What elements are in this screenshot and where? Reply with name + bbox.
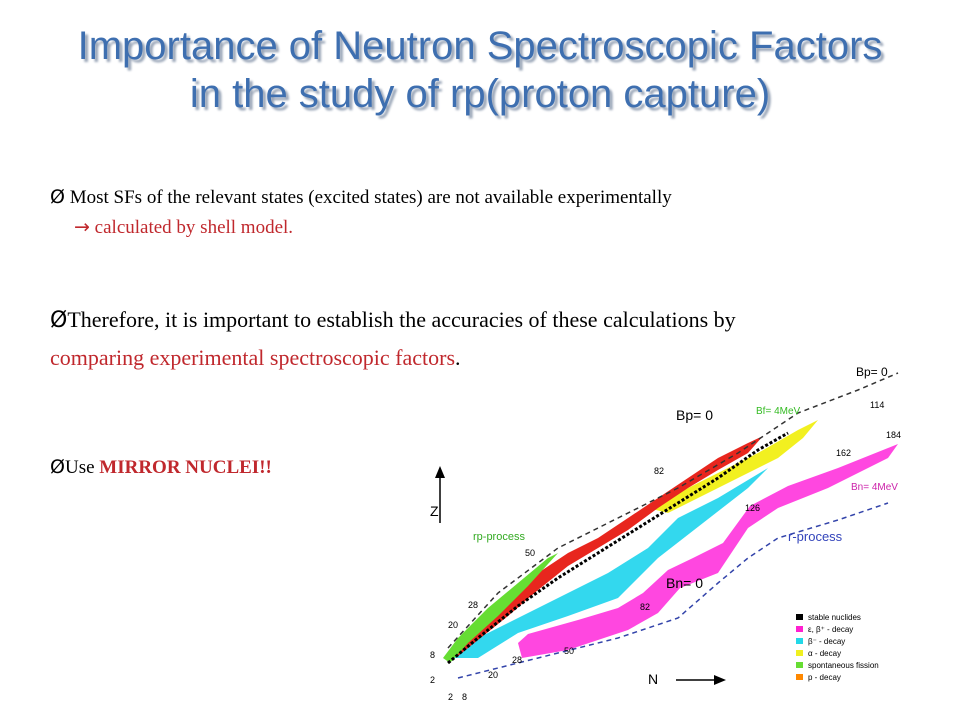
bf4-label: Bf= 4MeV [756, 406, 801, 417]
bullet-2-line-2: comparing experimental spectroscopic fac… [50, 345, 461, 371]
magic-left-82: 82 [654, 466, 664, 476]
bullet-arrow-icon: Ø [50, 456, 65, 478]
magic-bottom-82: 82 [640, 602, 650, 612]
proton-drip-strip [443, 553, 558, 663]
beta-minus-region [448, 468, 768, 658]
magic-left-2: 2 [430, 675, 435, 685]
neutron-dripline [457, 502, 889, 679]
magic-left-28: 28 [468, 600, 478, 610]
bullet-1: Ø Most SFs of the relevant states (excit… [50, 186, 672, 209]
bullet-2-text: Therefore, it is important to establish … [67, 307, 736, 332]
bullet-arrow-icon: Ø [50, 308, 68, 333]
rp-process-label: rp-process [473, 531, 525, 543]
legend-label: stable nuclides [808, 613, 861, 622]
bullet-1-sub-text: calculated by shell model. [94, 217, 294, 238]
proton-dripline [447, 372, 899, 649]
bullet-3-prefix: Use [64, 457, 100, 478]
legend: stable nuclides ε, β⁺ - decay β⁻ - decay… [796, 613, 879, 682]
legend-swatch-beta-plus [796, 626, 803, 632]
magic-top-114: 114 [870, 400, 884, 410]
legend-swatch-beta-minus [796, 638, 803, 644]
stable-nuclides-line [447, 431, 789, 665]
bn0-label: Bn= 0 [666, 575, 703, 591]
legend-label: β⁻ - decay [808, 637, 845, 646]
right-arrow-icon: → [74, 216, 90, 238]
legend-label: α - decay [808, 649, 841, 658]
legend-swatch-p-decay [796, 674, 803, 680]
r-process-band [518, 444, 898, 658]
title-line-2: in the study of rp(proton capture) [189, 72, 771, 116]
legend-swatch-fission [796, 662, 803, 668]
title-line-1: Importance of Neutron Spectroscopic Fact… [77, 24, 883, 68]
bn4-label: Bn= 4MeV [851, 482, 898, 493]
legend-label: p - decay [808, 673, 841, 682]
r-process-label: r-process [788, 529, 843, 544]
axis-z-label: Z [430, 503, 439, 519]
bullet-2-end: . [455, 345, 461, 370]
bp0-mid-label: Bp= 0 [676, 407, 713, 423]
legend-label: spontaneous fission [808, 661, 879, 670]
magic-bottom-162: 162 [836, 448, 851, 458]
magic-bottom-20: 20 [488, 670, 498, 680]
magic-bottom-126: 126 [745, 503, 760, 513]
slide-title: Importance of Neutron Spectroscopic Fact… [0, 22, 960, 118]
magic-bottom-28: 28 [512, 655, 522, 665]
magic-left-20: 20 [448, 620, 458, 630]
bullet-3-bold: MIRROR NUCLEI!! [99, 457, 272, 478]
magic-bottom-184: 184 [886, 430, 901, 440]
bp0-top-label: Bp= 0 [856, 365, 888, 379]
bullet-1-text: Most SFs of the relevant states (excited… [69, 187, 672, 208]
magic-left-8: 8 [430, 650, 435, 660]
bullet-3: ØUse MIRROR NUCLEI!! [50, 456, 272, 479]
bullet-1-sub: → calculated by shell model. [74, 216, 293, 239]
magic-bottom-2: 2 [448, 692, 453, 702]
legend-swatch-alpha [796, 650, 803, 656]
bullet-arrow-icon: Ø [50, 186, 65, 208]
bullet-2-red-text: comparing experimental spectroscopic fac… [50, 345, 456, 370]
legend-swatch-stable [796, 614, 803, 620]
nuclide-chart-diagram: Z N Bp= 0 Bp= 0 Bf= 4MeV Bn= 4MeV r-proc… [430, 365, 901, 702]
axis-n-label: N [648, 671, 658, 687]
bullet-2: ØTherefore, it is important to establish… [50, 307, 736, 333]
legend-label: ε, β⁺ - decay [808, 625, 853, 634]
magic-bottom-8: 8 [462, 692, 467, 702]
magic-left-50: 50 [525, 548, 535, 558]
magic-bottom-50: 50 [564, 646, 574, 656]
